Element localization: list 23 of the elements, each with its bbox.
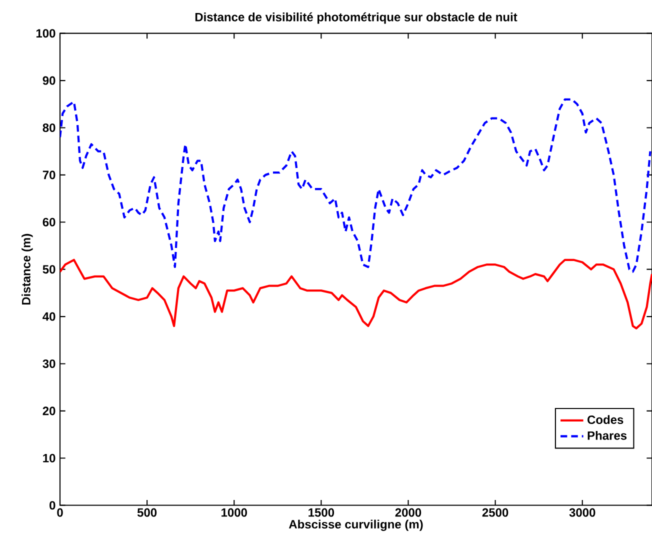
- x-tick-label: 1500: [308, 508, 334, 517]
- x-tick-label: 1000: [222, 508, 247, 517]
- y-tick-label: 20: [42, 406, 56, 416]
- y-tick-label: 70: [42, 170, 56, 180]
- x-tick-label: 500: [137, 508, 157, 517]
- legend-label: Phares: [588, 431, 627, 440]
- y-tick-label: 60: [42, 218, 56, 227]
- y-tick-label: 90: [42, 76, 56, 85]
- x-tick-label: 2000: [395, 508, 422, 517]
- legend-label: Codes: [588, 415, 624, 424]
- x-tick-label: 2500: [482, 508, 508, 517]
- y-tick-label: 100: [36, 29, 56, 38]
- x-tick-label: 3000: [569, 508, 596, 517]
- y-tick-label: 50: [42, 265, 56, 274]
- x-tick-label: 0: [57, 508, 63, 517]
- chart-title: Distance de visibilité photométrique sur obstacle de nuit: [195, 12, 518, 24]
- y-tick-label: 80: [42, 124, 56, 132]
- y-axis-title: Distance (m): [22, 234, 33, 305]
- y-tick-label: 10: [43, 454, 56, 463]
- y-tick-label: 0: [50, 501, 56, 510]
- y-tick-label: 40: [42, 312, 56, 321]
- y-tick-label: 30: [42, 360, 56, 368]
- x-axis-title: Abscisse curviligne (m): [288, 520, 423, 532]
